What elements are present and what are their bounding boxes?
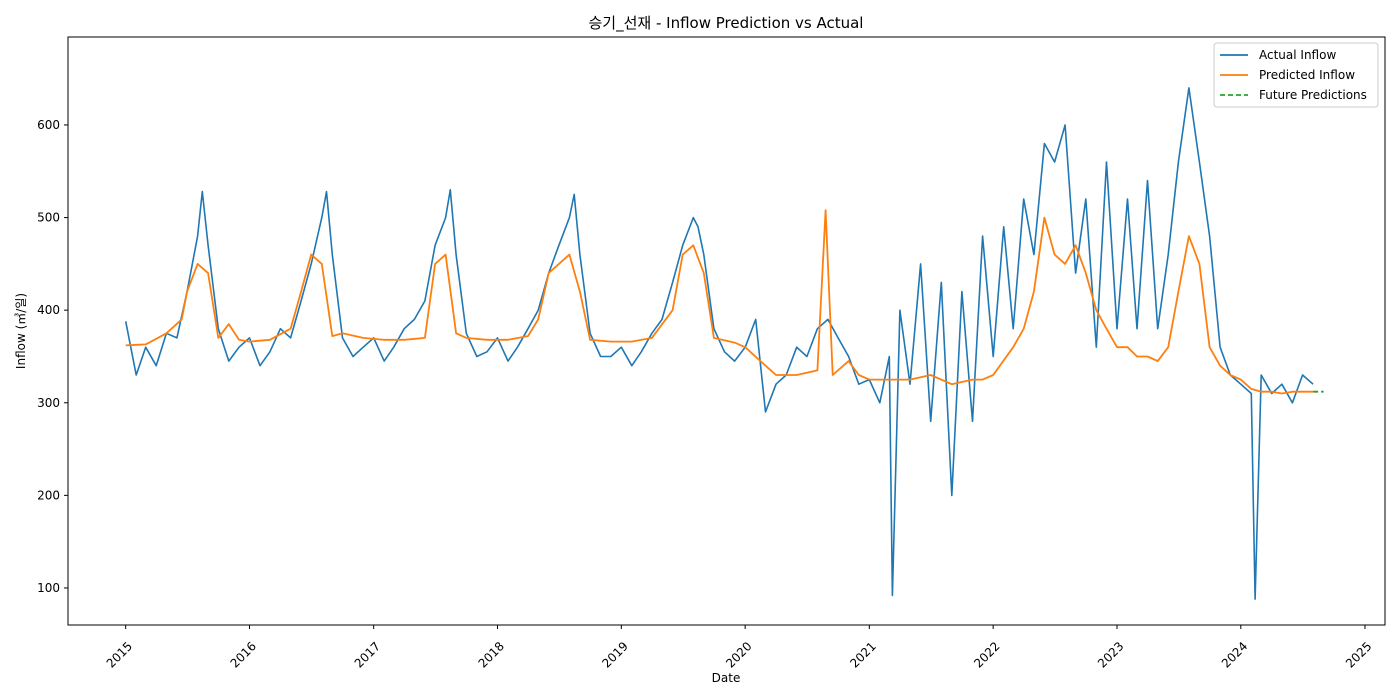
legend-box (1213, 42, 1379, 108)
x-tick-label: 2019 (599, 639, 630, 670)
x-axis-label: Date (712, 671, 741, 685)
y-axis-label: Inflow (㎥/일) (14, 293, 28, 369)
x-tick-label: 2022 (971, 639, 1002, 670)
y-tick-label: 200 (37, 488, 60, 502)
y-tick-label: 500 (37, 211, 60, 225)
y-axis: 100 200 300 400 500 600 (37, 118, 68, 595)
x-tick-label: 2015 (104, 639, 135, 670)
x-tick-label: 2020 (723, 639, 754, 670)
x-axis: 2015 2016 2017 2018 2019 2020 2021 2022 2023 2024… (104, 625, 1375, 671)
x-tick-label: 2021 (847, 639, 878, 670)
legend-label: Predicted Inflow (1259, 68, 1355, 82)
x-tick-label: 2024 (1219, 639, 1250, 670)
x-tick-label: 2018 (476, 639, 507, 670)
y-tick-label: 600 (37, 118, 60, 132)
series-line-actual-inflow (124, 87, 1314, 600)
legend-label: Actual Inflow (1259, 48, 1336, 62)
plot-frame (67, 36, 1386, 626)
x-tick-label: 2023 (1095, 639, 1126, 670)
x-tick-label: 2025 (1343, 639, 1374, 670)
legend-label: Future Predictions (1259, 88, 1367, 102)
x-tick-label: 2016 (228, 639, 259, 670)
x-tick-label: 2017 (352, 639, 383, 670)
y-tick-label: 400 (37, 303, 60, 317)
y-tick-label: 300 (37, 396, 60, 410)
plot-area (67, 36, 1386, 626)
legend: Actual Inflow Predicted Inflow Future Pred… (1213, 42, 1379, 108)
chart-title: 승기_선재 - Inflow Prediction vs Actual (589, 14, 864, 33)
series-line-predicted-inflow (125, 209, 1314, 395)
y-tick-label: 100 (37, 581, 60, 595)
